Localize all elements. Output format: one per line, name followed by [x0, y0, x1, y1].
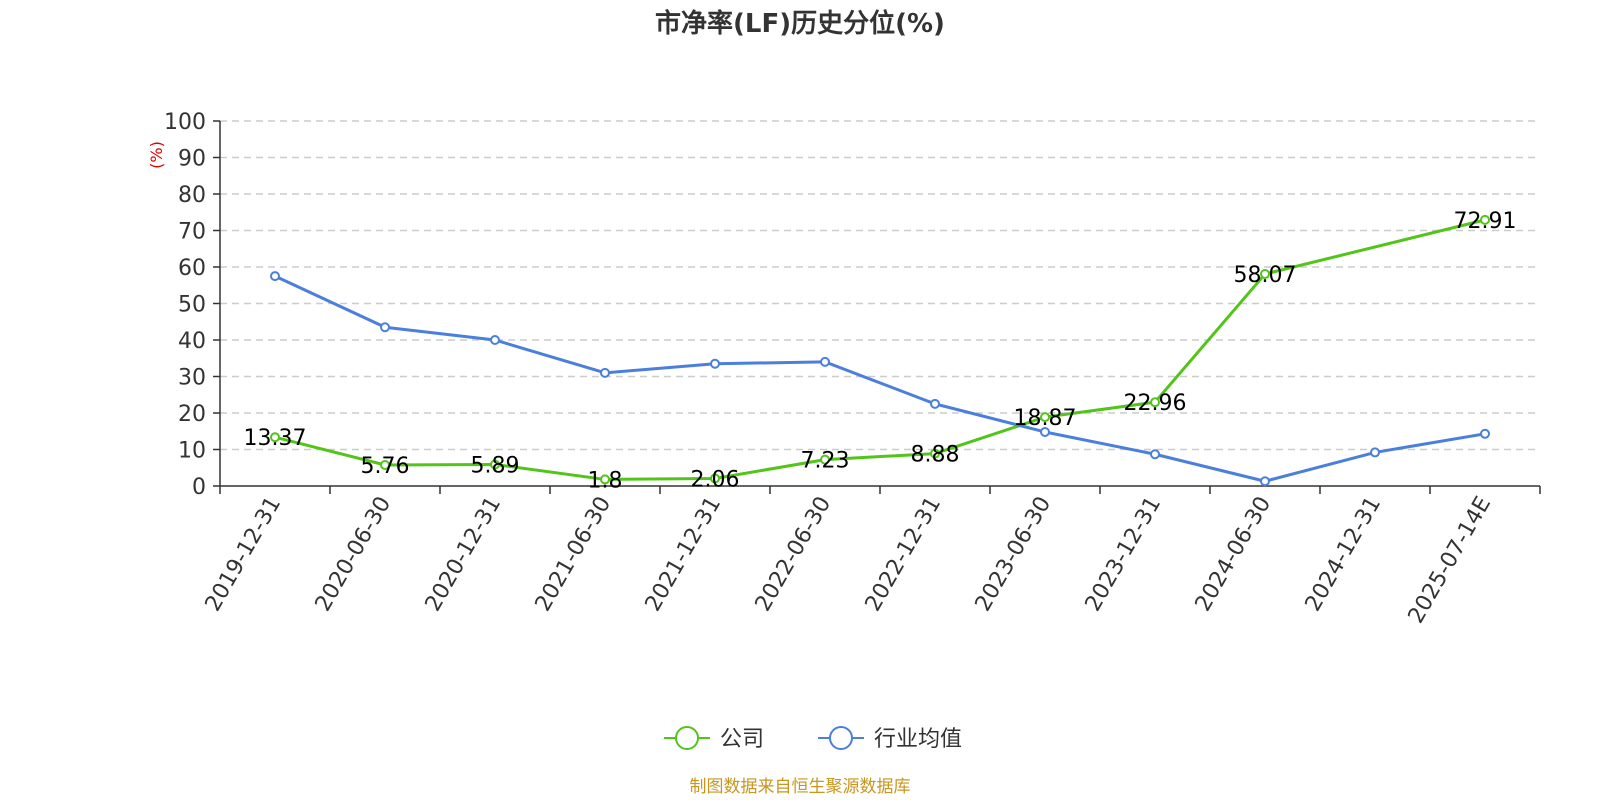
data-point	[270, 432, 280, 443]
y-tick-label: 90	[178, 147, 206, 172]
data-label: 22.96	[1124, 391, 1187, 416]
data-label: 18.87	[1014, 406, 1077, 431]
data-point	[930, 448, 940, 459]
legend-label: 公司	[720, 727, 764, 752]
data-source-note: 制图数据来自恒生聚源数据库	[690, 777, 911, 797]
data-label: 8.88	[911, 443, 960, 468]
y-tick-label: 0	[192, 475, 206, 500]
data-point	[820, 454, 830, 465]
data-point	[1260, 269, 1270, 280]
data-point	[270, 271, 280, 282]
data-point	[490, 335, 500, 345]
data-label: 72.91	[1454, 209, 1517, 234]
data-label: 7.23	[801, 449, 850, 474]
chart-title: 市净率(LF)历史分位(%)	[655, 8, 945, 39]
y-tick-label: 30	[178, 366, 206, 391]
data-point	[1150, 397, 1160, 408]
y-tick-label: 80	[178, 183, 206, 208]
y-axis-unit: (%)	[147, 141, 166, 169]
x-tick-label: 2022-12-31	[861, 493, 947, 616]
data-point	[1150, 449, 1160, 460]
x-tick-label: 2020-06-30	[311, 493, 397, 616]
data-point	[490, 459, 500, 470]
data-point	[1480, 428, 1490, 439]
x-tick-label: 2021-06-30	[531, 493, 617, 616]
legend-label: 行业均值	[874, 727, 962, 752]
y-tick-label: 50	[178, 293, 206, 318]
data-point	[380, 459, 390, 470]
x-tick-label: 2025-07-14E	[1404, 493, 1497, 628]
data-point	[1370, 447, 1380, 458]
legend-swatch-marker	[829, 726, 853, 750]
data-label: 5.76	[361, 454, 410, 479]
x-tick-label: 2019-12-31	[201, 493, 287, 616]
data-point	[930, 398, 940, 409]
axes: 0 10 20 30 40 50 60 70 80 90 100 2019-12-31 2020-06-…	[164, 110, 1541, 628]
series-line-1	[274, 274, 1486, 483]
y-tick-label: 20	[178, 402, 206, 427]
y-tick-label: 100	[164, 110, 206, 135]
x-tick-label: 2022-06-30	[751, 493, 837, 616]
data-point	[1480, 214, 1490, 225]
y-tick-label: 60	[178, 256, 206, 281]
y-tick-label: 40	[178, 329, 206, 354]
x-tick-label: 2023-06-30	[971, 493, 1057, 616]
grid-lines	[220, 120, 1540, 451]
x-tick-label: 2024-12-31	[1301, 493, 1387, 616]
legend-swatch-marker	[675, 726, 699, 750]
x-tick-label: 2023-12-31	[1081, 493, 1167, 616]
data-label: 13.37	[244, 426, 307, 451]
x-tick-label: 2020-12-31	[421, 493, 507, 616]
series-line-0	[274, 218, 1486, 481]
data-labels: 13.37 5.76 5.89 1.8 2.06 7.23 8.88 18.87 22.96 58…	[244, 209, 1517, 494]
y-tick-label: 70	[178, 220, 206, 245]
data-point	[600, 367, 610, 378]
y-tick-label: 10	[178, 439, 206, 464]
legend: 公司 行业均值	[664, 726, 962, 752]
data-label: 58.07	[1234, 263, 1297, 288]
series-lines	[270, 214, 1490, 487]
x-tick-label: 2021-12-31	[641, 493, 727, 616]
data-point	[1040, 426, 1050, 437]
data-point	[600, 474, 610, 485]
x-tick-label: 2024-06-30	[1191, 493, 1277, 616]
data-label: 2.06	[691, 467, 740, 492]
data-point	[710, 473, 720, 484]
data-label: 1.8	[588, 468, 623, 493]
data-point	[1260, 476, 1270, 487]
data-point	[380, 322, 390, 333]
data-point	[710, 358, 720, 369]
data-point	[820, 356, 830, 367]
data-point	[1040, 412, 1050, 423]
data-label: 5.89	[471, 454, 520, 479]
